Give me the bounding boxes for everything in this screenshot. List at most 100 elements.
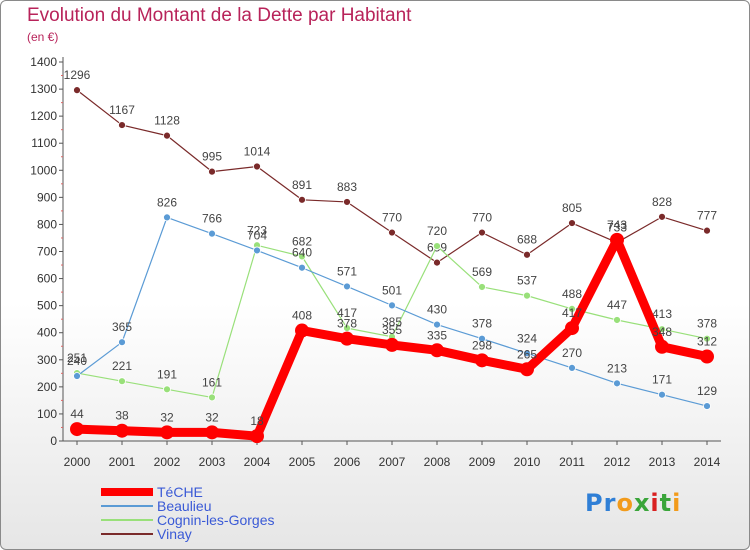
data-point <box>253 246 261 255</box>
x-tick-label: 2013 <box>649 455 676 469</box>
data-point <box>478 334 486 343</box>
data-label: 828 <box>652 195 672 209</box>
data-label: 161 <box>202 375 222 389</box>
data-point <box>208 393 216 402</box>
x-tick-label: 2005 <box>289 455 316 469</box>
data-point <box>430 343 444 358</box>
legend-item: Beaulieu <box>101 499 275 513</box>
data-label: 129 <box>697 384 717 398</box>
data-label: 18 <box>250 414 264 428</box>
data-point <box>703 334 711 343</box>
legend-swatch <box>101 533 153 535</box>
data-label: 324 <box>517 331 537 345</box>
data-point <box>163 213 171 222</box>
data-point <box>385 337 399 352</box>
y-tick-label: 1400 <box>30 55 57 69</box>
data-point <box>208 229 216 238</box>
data-point <box>298 252 306 261</box>
legend-swatch <box>101 505 153 507</box>
data-label: 682 <box>292 234 312 248</box>
legend-swatch <box>101 519 153 521</box>
data-label: 251 <box>67 351 87 365</box>
data-point <box>613 379 621 388</box>
x-tick-label: 2009 <box>469 455 496 469</box>
x-tick-label: 2000 <box>64 455 91 469</box>
data-point <box>568 219 576 227</box>
data-point <box>433 242 441 250</box>
x-tick-label: 2012 <box>604 455 631 469</box>
data-point <box>343 282 351 291</box>
data-label: 743 <box>607 218 627 232</box>
data-point <box>703 226 711 235</box>
data-point <box>205 425 219 440</box>
data-point <box>433 258 441 267</box>
data-point <box>523 349 531 358</box>
data-label: 312 <box>697 335 717 349</box>
data-point <box>118 338 126 347</box>
logo-letter: P <box>585 489 604 517</box>
data-point <box>433 320 441 329</box>
data-label: 191 <box>157 367 177 381</box>
y-tick-label: 0 <box>50 434 57 448</box>
data-label: 995 <box>202 150 222 164</box>
data-label: 720 <box>427 224 447 238</box>
logo-letter: i <box>650 489 660 517</box>
data-point <box>388 228 396 237</box>
y-tick-label: 800 <box>37 217 57 231</box>
data-point <box>343 324 351 333</box>
data-label: 38 <box>115 409 129 423</box>
data-point <box>655 339 669 354</box>
y-tick-label: 700 <box>37 245 57 259</box>
data-label: 770 <box>472 211 492 225</box>
data-label: 537 <box>517 274 537 288</box>
legend-swatch <box>101 488 153 496</box>
x-tick-label: 2002 <box>154 455 181 469</box>
data-point <box>568 304 576 313</box>
legend-item: Vinay <box>101 527 275 541</box>
y-tick-label: 900 <box>37 190 57 204</box>
data-label: 270 <box>562 346 582 360</box>
data-label: 365 <box>112 320 132 334</box>
legend-item: TéCHE <box>101 485 275 499</box>
logo-letter: x <box>633 489 651 517</box>
x-tick-label: 2008 <box>424 455 451 469</box>
data-point <box>388 301 396 310</box>
data-point <box>340 331 354 346</box>
legend-item: Cognin-les-Gorges <box>101 513 275 527</box>
y-tick-label: 500 <box>37 299 57 313</box>
logo-letter: r <box>603 489 617 517</box>
x-tick-label: 2001 <box>109 455 136 469</box>
data-label: 430 <box>427 303 447 317</box>
chart-subtitle: (en €) <box>27 30 59 44</box>
y-tick-label: 200 <box>37 380 57 394</box>
data-point <box>478 283 486 291</box>
logo-letter: i <box>672 489 682 517</box>
data-label: 32 <box>205 410 219 424</box>
logo-letter: o <box>616 489 634 517</box>
data-label: 298 <box>472 338 492 352</box>
proxiti-logo: Proxiti <box>585 489 681 517</box>
legend-label: Cognin-les-Gorges <box>157 512 275 528</box>
data-point <box>163 385 171 394</box>
y-tick-label: 300 <box>37 353 57 367</box>
data-label: 408 <box>292 309 312 323</box>
data-point <box>250 429 264 444</box>
data-point <box>295 323 309 338</box>
data-point <box>613 316 621 324</box>
data-label: 571 <box>337 264 357 278</box>
data-label: 335 <box>427 328 447 342</box>
data-label: 447 <box>607 298 627 312</box>
data-point <box>115 423 129 438</box>
data-point <box>523 291 531 300</box>
data-point <box>523 250 531 259</box>
data-label: 777 <box>697 209 717 223</box>
data-label: 417 <box>337 306 357 320</box>
data-point <box>298 263 306 272</box>
y-tick-label: 1100 <box>31 136 57 150</box>
x-tick-label: 2004 <box>244 455 271 469</box>
legend-label: Vinay <box>157 526 192 542</box>
y-tick-label: 1000 <box>30 163 57 177</box>
data-point <box>700 349 714 364</box>
